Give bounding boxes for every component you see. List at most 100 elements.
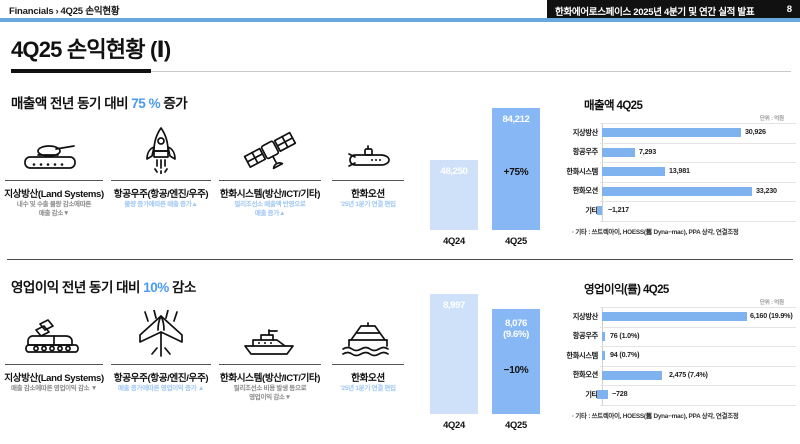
breadcrumb-separator-icon: › — [55, 6, 59, 17]
column-name: 항공우주(항공/엔진/우주) — [113, 189, 209, 200]
gridline — [600, 307, 796, 308]
column-rule — [111, 180, 211, 182]
page-title: 4Q25 손익현황 (Ⅰ) — [11, 37, 171, 62]
row-bar — [602, 351, 605, 361]
bar-label: 4Q24 — [443, 235, 465, 246]
column-desc: 물량 증가에따른 매출 증가▲ — [124, 201, 198, 208]
title-underline-rule — [151, 70, 791, 72]
operating-profit-comparison-chart: 8,997 4Q24 8,076 (9.6%) −10% 4Q25 — [424, 284, 552, 432]
row-value: 2,475 (7.4%) — [669, 369, 708, 379]
column-rule — [5, 364, 103, 366]
table-row: 한화시스템 94 (0.7%) — [556, 346, 800, 366]
bar-delta: −10% — [503, 365, 529, 376]
column-name: 지상방산(Land Systems) — [4, 373, 104, 384]
row-value: 7,293 — [639, 146, 656, 156]
row-label: 기타 — [585, 205, 598, 215]
headline-text-pre: 매출액 전년 동기 대비 — [11, 96, 132, 111]
row-value: −728 — [612, 389, 628, 399]
naval-ship-icon — [235, 306, 305, 358]
column-rule — [332, 364, 404, 366]
column-name: 한화시스템(방산/ICT/기타) — [219, 189, 321, 200]
bar-value: 84,212 — [502, 113, 530, 125]
operating-profit-breakdown-panel: 영업이익(률) 4Q25 단위 : 억원 지상방산 6,160 (19.9%) … — [556, 276, 800, 434]
row-bar — [602, 312, 747, 321]
table-row: 한화오션 33,230 — [556, 181, 800, 202]
unit-label: 단위 : 억원 — [759, 116, 784, 122]
panel-title: 매출액 4Q25 — [584, 100, 643, 112]
satellite-icon — [235, 122, 305, 174]
bar-label: 4Q25 — [505, 235, 527, 246]
column-rule — [5, 180, 103, 182]
column-rule — [219, 364, 321, 366]
headline-text-pre: 영업이익 전년 동기 대비 — [11, 280, 144, 295]
plot-baseline — [600, 405, 796, 406]
horizontal-bar-plot: 지상방산 30,926 항공우주 7,293 한화시스템 13,981 — [556, 123, 800, 222]
row-value: 30,926 — [745, 127, 766, 136]
row-bar — [602, 147, 635, 157]
document-title-chip: 한화에어로스페이스 2025년 4분기 및 연간 실적 발표 8 — [547, 0, 800, 18]
column-desc: 매출 증가에따른 영업이익 증가 ▲ — [118, 385, 204, 392]
revenue-comparison-chart: 48,250 4Q24 84,212 +75% 4Q25 — [424, 100, 552, 248]
column-name: 지상방산(Land Systems) — [4, 189, 104, 200]
column-desc: 필리조선소 매출액 반영으로 매출 증가▲ — [234, 201, 306, 218]
row-label: 한화오션 — [572, 370, 599, 380]
row-value: −1,217 — [608, 205, 629, 215]
column-name: 한화오션 — [351, 373, 385, 384]
gridline — [600, 365, 796, 367]
table-row: 지상방산 30,926 — [556, 123, 800, 143]
row-bar — [602, 331, 605, 341]
section-revenue: 매출액 전년 동기 대비 75 % 증가 — [0, 92, 800, 250]
row-label: 항공우주 — [572, 147, 599, 157]
row-value: 6,160 (19.9%) — [750, 311, 793, 320]
row-label: 기타 — [585, 389, 598, 399]
revenue-breakdown-panel: 매출액 4Q25 단위 : 억원 지상방산 30,926 항공우주 7,293 — [556, 92, 800, 250]
row-bar — [602, 128, 741, 137]
table-row: 한화오션 2,475 (7.4%) — [556, 365, 800, 386]
bar-label: 4Q24 — [443, 419, 465, 430]
column-rule — [332, 180, 404, 182]
breadcrumb-current: 4Q25 손익현황 — [60, 6, 120, 17]
panel-title: 영업이익(률) 4Q25 — [584, 284, 669, 296]
bar-delta: +75% — [503, 167, 529, 178]
panel-footnote: · 기타 : 쓰트렉아이, HOESS(舊 Dyna−mac), PPA 상각,… — [572, 229, 739, 236]
breadcrumb-root[interactable]: Financials — [9, 6, 54, 17]
row-bar — [602, 370, 662, 380]
gridline — [600, 201, 796, 203]
bar-label: 4Q25 — [505, 419, 527, 430]
horizontal-bar-plot: 지상방산 6,160 (19.9%) 항공우주 76 (1.0%) 한화시스템 … — [556, 307, 800, 406]
bar-value: 8,076 (9.6%) — [503, 317, 529, 340]
column-desc: 필리조선소 비용 발생 등으로 영업이익 감소▼ — [233, 385, 307, 402]
gridline — [600, 162, 796, 164]
headline-highlight: 10% — [143, 280, 169, 295]
row-label: 한화시스템 — [566, 166, 598, 176]
icon-columns: 지상방산(Land Systems) 매출 감소에따른 영업이익 감소 ▼ 항공… — [0, 306, 410, 431]
armored-vehicle-icon — [19, 306, 89, 358]
top-bar: Financials › 4Q25 손익현황 한화에어로스페이스 2025년 4분기… — [0, 0, 800, 18]
row-value: 76 (1.0%) — [610, 330, 640, 340]
column-name: 한화시스템(방산/ICT/기타) — [219, 373, 321, 384]
table-row: 항공우주 76 (1.0%) — [556, 326, 800, 347]
section-headline: 영업이익 전년 동기 대비 10% 감소 — [11, 276, 196, 296]
column-name: 한화오션 — [351, 189, 385, 200]
column-desc: 매출 감소에따른 영업이익 감소 ▼ — [11, 385, 97, 392]
bar-value: 8,997 — [442, 299, 465, 311]
column-desc: '25년 1분기 연결 편입 — [340, 201, 396, 208]
bar-body — [492, 108, 540, 230]
offshore-rig-icon — [333, 306, 403, 358]
headline-text-post: 증가 — [160, 96, 188, 111]
gridline — [600, 123, 796, 124]
row-bar — [597, 206, 602, 216]
gridline — [600, 142, 796, 144]
row-bar — [602, 167, 665, 177]
panel-footnote: · 기타 : 쓰트렉아이, HOESS(舊 Dyna−mac), PPA 상각,… — [572, 413, 739, 420]
jet-icon — [126, 306, 196, 358]
column-name: 항공우주(항공/엔진/우주) — [113, 373, 209, 384]
page-number: 8 — [786, 3, 792, 15]
submarine-icon — [333, 122, 403, 174]
row-label: 항공우주 — [572, 331, 599, 341]
gridline — [600, 181, 796, 183]
table-row: 기타 −728 — [556, 385, 800, 405]
headline-text-post: 감소 — [168, 280, 196, 295]
column-desc: 내수 및 수출 물량 감소에따른 매출 감소▼ — [16, 201, 92, 218]
